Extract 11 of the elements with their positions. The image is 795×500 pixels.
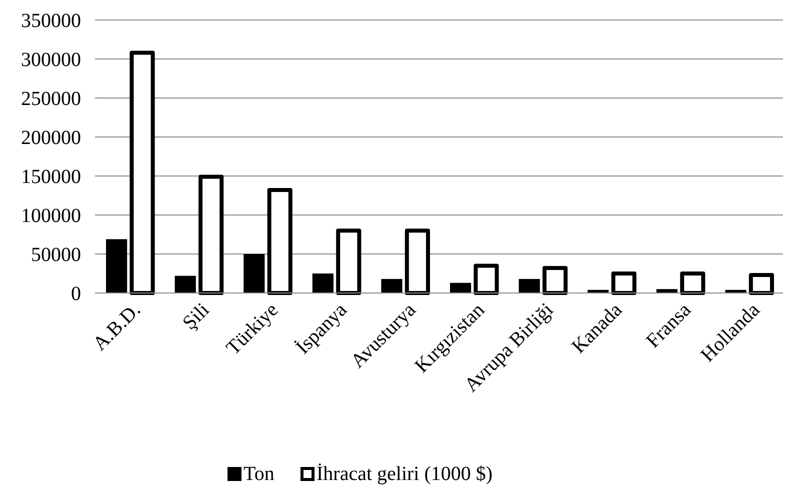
legend-label: İhracat geliri (1000 $) (316, 463, 493, 485)
y-tick-label: 250000 (21, 88, 81, 110)
y-tick-label: 350000 (21, 10, 81, 32)
y-tick-label: 300000 (21, 49, 81, 71)
y-tick-label: 100000 (21, 205, 81, 227)
y-tick-label: 50000 (31, 244, 81, 266)
y-tick-label: 150000 (21, 166, 81, 188)
legend-label: Ton (244, 463, 274, 485)
x-tick-label: Şili (178, 298, 214, 334)
y-tick-label: 200000 (21, 127, 81, 149)
y-tick-label: 0 (71, 283, 81, 305)
